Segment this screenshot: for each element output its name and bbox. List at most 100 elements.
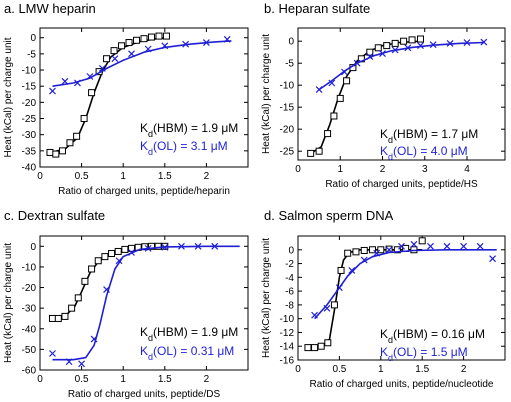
data-point-OL: [480, 38, 488, 46]
data-point-OL: [335, 284, 343, 292]
y-tick-label: -2: [285, 259, 294, 270]
y-tick-label: -10: [280, 314, 295, 325]
data-point-OL: [182, 40, 190, 48]
data-point-OL: [385, 246, 393, 254]
y-tick-label: -15: [280, 103, 295, 114]
x-axis-label: Ratio of charged units, peptide/heparin: [58, 186, 230, 197]
plot-frame: [297, 235, 506, 361]
x-tick-label: 1.5: [415, 364, 429, 375]
data-point-OL: [161, 42, 169, 50]
data-point-OL: [443, 242, 451, 250]
y-axis-label: Heat (kCal) per charge unit: [3, 37, 14, 157]
kd-annotation-OL: Kd(OL) = 1.5 μM: [380, 345, 468, 363]
data-point-HBM: [352, 248, 360, 256]
x-axis-label: Ratio of charged units, peptide/nucleoti…: [309, 379, 493, 390]
kd-annotation-HBM: Kd(HBM) = 1.7 μM: [380, 127, 478, 145]
data-point-OL: [417, 42, 424, 50]
data-point-OL: [223, 35, 231, 43]
data-point-OL: [373, 249, 381, 257]
x-tick-label: 4: [464, 164, 470, 175]
data-point-HBM: [393, 246, 401, 254]
kd-annotation-HBM: Kd(HBM) = 1.9 μM: [140, 121, 238, 139]
data-point-HBM: [46, 148, 54, 156]
data-point-OL: [446, 39, 454, 47]
y-tick-label: -16: [280, 356, 295, 367]
data-point-OL: [86, 73, 94, 80]
data-point-OL: [391, 46, 399, 54]
y-tick-label: -4: [285, 273, 294, 284]
data-point-HBM: [344, 249, 352, 257]
x-tick-label: 2: [461, 364, 467, 375]
fit-line-OL: [52, 245, 240, 361]
data-point-OL: [49, 87, 56, 95]
data-point-HBM: [48, 314, 56, 322]
y-tick-label: 0: [30, 242, 36, 253]
data-point-OL: [341, 68, 348, 76]
series-OL: [311, 240, 497, 320]
y-axis-label: Heat (kCal) per charge unit: [261, 34, 272, 154]
x-tick-label: 1: [120, 171, 126, 182]
plot-frame: [39, 27, 249, 168]
data-point-OL: [360, 256, 368, 264]
data-point-OL: [398, 242, 405, 250]
data-point-HBM: [74, 294, 82, 302]
plot-frame: [297, 27, 506, 161]
y-tick-label: 0: [288, 37, 294, 48]
data-point-HBM: [408, 36, 416, 44]
y-tick-label: -5: [285, 59, 294, 70]
data-point-HBM: [114, 247, 122, 255]
series-HBM: [48, 242, 169, 322]
x-tick-label: 0.5: [332, 364, 346, 375]
data-point-HBM: [133, 36, 141, 44]
chart-title: d. Salmon sperm DNA: [264, 208, 394, 223]
kd-annotation-HBM: Kd(HBM) = 1.9 μM: [140, 325, 238, 343]
data-point-HBM: [418, 237, 426, 245]
y-tick-label: -35: [22, 146, 37, 157]
data-point-OL: [65, 358, 73, 366]
x-tick-label: 0: [37, 171, 43, 182]
data-point-HBM: [101, 253, 109, 261]
data-point-HBM: [147, 242, 155, 250]
series-HBM: [307, 35, 425, 157]
data-point-OL: [429, 41, 437, 49]
data-point-HBM: [311, 344, 319, 352]
data-point-HBM: [108, 250, 116, 258]
data-point-HBM: [369, 246, 377, 254]
data-point-OL: [323, 304, 331, 312]
x-tick-label: 0: [295, 364, 301, 375]
y-tick-label: -6: [285, 287, 294, 298]
data-point-HBM: [374, 44, 382, 52]
data-point-HBM: [140, 35, 148, 43]
data-point-HBM: [88, 265, 96, 273]
data-point-HBM: [141, 243, 149, 251]
data-point-HBM: [337, 266, 345, 274]
y-axis-label: Heat (kCal) per charge unit: [3, 243, 14, 363]
y-tick-label: -20: [22, 98, 37, 109]
x-tick-label: 0.5: [75, 374, 89, 385]
y-tick-label: 0: [30, 33, 36, 44]
data-point-HBM: [128, 244, 136, 252]
series-HBM: [304, 237, 426, 352]
data-point-HBM: [125, 39, 133, 47]
data-point-HBM: [73, 132, 81, 140]
x-tick-label: 2: [380, 164, 386, 175]
data-point-HBM: [324, 130, 332, 138]
data-point-HBM: [330, 112, 338, 120]
data-point-HBM: [61, 312, 69, 320]
data-point-OL: [103, 286, 110, 294]
y-tick-label: -5: [27, 49, 36, 60]
kd-annotation-OL: Kd(OL) = 0.31 μM: [140, 344, 234, 362]
data-point-HBM: [80, 115, 88, 123]
y-tick-label: -10: [22, 66, 37, 77]
series-HBM: [46, 32, 170, 158]
kd-annotation-OL: Kd(OL) = 3.1 μM: [140, 139, 228, 157]
data-point-HBM: [54, 314, 62, 322]
data-point-HBM: [417, 35, 425, 43]
data-point-HBM: [330, 301, 338, 309]
data-point-OL: [410, 240, 418, 248]
y-axis-label: Heat (kCal) per charge unit: [261, 238, 272, 358]
data-point-OL: [311, 311, 318, 319]
series-OL: [49, 242, 240, 368]
x-tick-label: 2: [204, 171, 210, 182]
